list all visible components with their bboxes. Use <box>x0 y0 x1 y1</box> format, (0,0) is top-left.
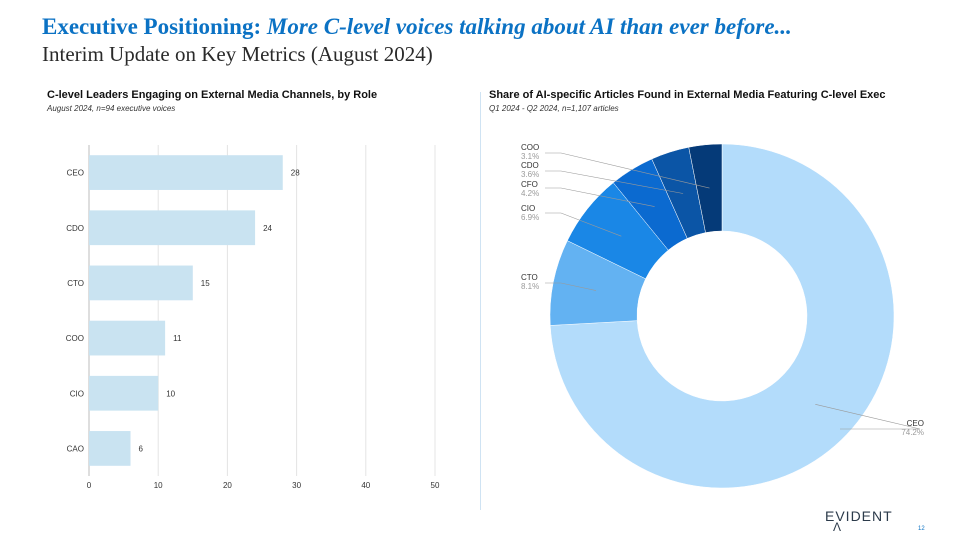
leader-line-ceo <box>815 404 921 430</box>
slice-label-cdo: CDO <box>521 161 539 170</box>
bar-ceo <box>89 155 283 190</box>
bar-cao <box>89 431 131 466</box>
slice-value-ceo: 74.2% <box>901 428 924 437</box>
y-tick-label-coo: COO <box>66 334 84 343</box>
y-tick-label-cio: CIO <box>70 389 84 398</box>
evident-logo-mark: Λ <box>833 520 842 534</box>
data-label-ceo: 28 <box>291 169 300 178</box>
x-tick-label-20: 20 <box>223 481 232 490</box>
donut-slice-ceo <box>549 143 895 489</box>
y-tick-label-cto: CTO <box>67 279 84 288</box>
slice-label-ceo: CEO <box>907 419 924 428</box>
slice-label-cio: CIO <box>521 204 535 213</box>
evident-logo: EVIDENT <box>825 508 893 524</box>
bar-chart: 0 10 20 30 40 50 CEO 28 CDO 24 CTO 15 COO 11 CIO 10 CAO 6 <box>66 145 440 490</box>
leader-line-cto <box>545 282 597 291</box>
donut-slice-coo <box>688 143 723 233</box>
slide-title-lead: Executive Positioning: <box>42 14 262 39</box>
slide-title: Executive Positioning: More C-level voic… <box>42 14 792 40</box>
leader-line-cdo <box>545 170 684 194</box>
bar-cio <box>89 375 159 411</box>
leader-line-cio <box>545 212 622 237</box>
donut-chart-title: Share of AI-specific Articles Found in E… <box>489 89 886 101</box>
leader-line-cfo <box>545 187 655 207</box>
slice-label-cfo: CFO <box>521 180 538 189</box>
donut-chart-subtitle: Q1 2024 - Q2 2024, n=1,107 articles <box>489 104 619 113</box>
leader-line-coo <box>545 152 710 189</box>
x-tick-label-0: 0 <box>87 481 92 490</box>
data-label-cdo: 24 <box>263 224 272 233</box>
x-tick-label-30: 30 <box>292 481 301 490</box>
slice-label-coo: COO <box>521 143 539 152</box>
y-tick-label-cdo: CDO <box>66 224 84 233</box>
data-label-cio: 10 <box>166 389 175 398</box>
x-tick-label-50: 50 <box>431 481 440 490</box>
data-label-cto: 15 <box>201 279 210 288</box>
slice-value-cfo: 4.2% <box>521 189 539 198</box>
y-tick-label-cao: CAO <box>67 444 84 453</box>
bar-chart-title: C-level Leaders Engaging on External Med… <box>47 89 378 101</box>
bar-coo <box>89 320 166 356</box>
bar-chart-subtitle: August 2024, n=94 executive voices <box>47 104 176 113</box>
slice-value-cdo: 3.6% <box>521 170 539 179</box>
slice-value-coo: 3.1% <box>521 152 539 161</box>
x-tick-label-10: 10 <box>154 481 163 490</box>
page-number: 12 <box>918 526 925 532</box>
data-label-coo: 11 <box>173 334 182 343</box>
data-label-cao: 6 <box>139 444 144 453</box>
slice-value-cto: 8.1% <box>521 282 539 291</box>
slice-value-cio: 6.9% <box>521 213 539 222</box>
slide-subtitle: Interim Update on Key Metrics (August 20… <box>42 42 433 66</box>
bar-cdo <box>89 210 256 246</box>
chart-divider <box>480 92 481 510</box>
x-tick-label-40: 40 <box>361 481 370 490</box>
slide-title-italic: More C-level voices talking about AI tha… <box>266 14 792 39</box>
y-tick-label-ceo: CEO <box>67 169 84 178</box>
slice-label-cto: CTO <box>521 273 538 282</box>
bar-cto <box>89 265 193 301</box>
